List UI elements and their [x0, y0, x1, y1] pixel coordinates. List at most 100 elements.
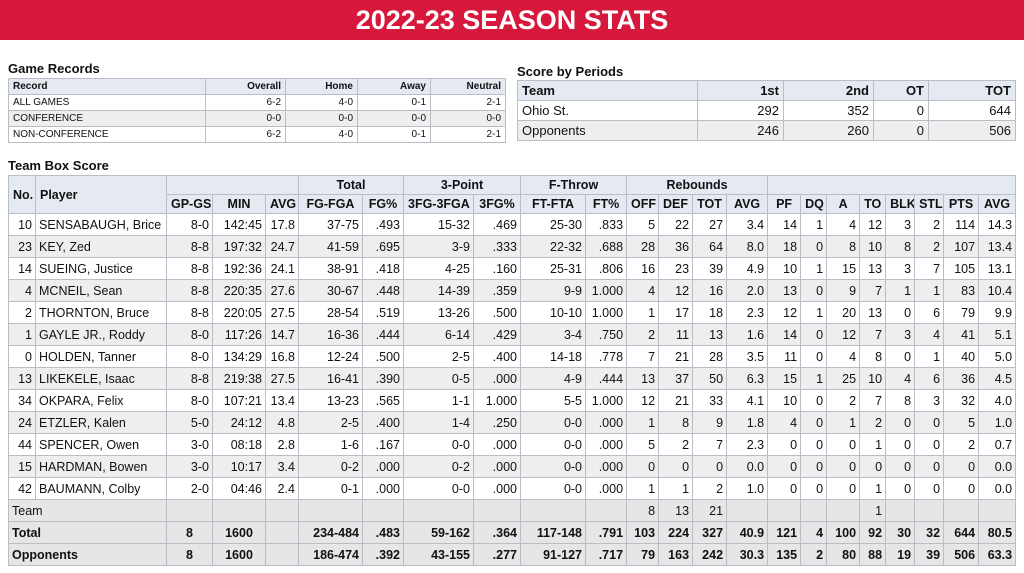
cell: 8 [859, 345, 887, 368]
column-header: Record [8, 78, 206, 95]
cell: 0 [800, 389, 828, 412]
cell: 4-0 [285, 126, 358, 143]
column-header: Player [35, 175, 167, 214]
cell: 8-8 [166, 279, 213, 302]
cell: .333 [472, 235, 522, 258]
cell: 0 [873, 100, 929, 121]
cell: 13.4 [265, 389, 299, 412]
column-header: FT-FTA [520, 194, 587, 214]
cell: 134:29 [212, 345, 266, 368]
cell: 0.0 [726, 455, 769, 478]
cell: 1.000 [585, 301, 628, 324]
cell: 117-148 [520, 521, 587, 544]
cell: 0 [826, 455, 861, 478]
cell: 219:38 [212, 367, 266, 390]
cell: 4.1 [726, 389, 769, 412]
cell: .160 [472, 257, 522, 280]
cell: 16 [692, 279, 728, 302]
cell: 0 [885, 455, 916, 478]
cell: 644 [928, 100, 1016, 121]
cell: 11 [658, 323, 694, 346]
cell: 0-0 [205, 110, 286, 127]
cell: 10 [859, 235, 887, 258]
cell: 1.000 [472, 389, 522, 412]
cell: 292 [697, 100, 784, 121]
cell: 0 [800, 235, 828, 258]
cell: 63.3 [978, 543, 1017, 566]
empty-cell [265, 543, 299, 566]
cell: ALL GAMES [8, 94, 206, 111]
cell: 9 [826, 279, 861, 302]
cell: 4 [626, 279, 660, 302]
cell: 32 [914, 521, 945, 544]
cell: 7 [692, 433, 728, 456]
cell: 13 [8, 367, 36, 390]
cell: 14 [767, 323, 802, 346]
cell: 1.8 [726, 411, 769, 434]
cell: 10-10 [520, 301, 587, 324]
cell: 12 [859, 213, 887, 236]
cell: 197:32 [212, 235, 266, 258]
cell: .493 [362, 213, 404, 236]
player-row: 13 LIKEKELE, Isaac 8-8 219:38 27.5 16-41.390 0… [8, 367, 1017, 390]
cell: 107 [943, 235, 980, 258]
cell: 44 [8, 433, 36, 456]
cell: 0 [873, 120, 929, 141]
cell: 27.5 [265, 367, 299, 390]
column-header: TOT [692, 194, 728, 214]
cell: 3 [885, 323, 916, 346]
cell: 25-30 [520, 213, 587, 236]
cell: .483 [362, 521, 404, 544]
cell: 25-31 [520, 257, 587, 280]
group-header-blank [166, 175, 299, 195]
cell: 3.4 [265, 455, 299, 478]
cell: 40.9 [726, 521, 769, 544]
cell: 0-0 [357, 110, 431, 127]
cell: 9-9 [520, 279, 587, 302]
cell: 4 [800, 521, 828, 544]
cell: 14-18 [520, 345, 587, 368]
cell: 3 [885, 213, 916, 236]
empty-cell [362, 499, 404, 522]
summary-row: Opponents 8 1600 186-474.392 43-155.277 91-12… [8, 543, 1017, 566]
cell: 1.0 [726, 477, 769, 500]
row-label: Opponents [8, 543, 167, 566]
cell: 43-155 [403, 543, 474, 566]
group-header: F-Throw [520, 175, 628, 195]
cell: 16-36 [298, 323, 363, 346]
player-name: BAUMANN, Colby [35, 477, 167, 500]
cell: 3-4 [520, 323, 587, 346]
cell: .400 [362, 411, 404, 434]
cell: .000 [585, 477, 628, 500]
cell: 3 [914, 389, 945, 412]
column-header: GP-GS [166, 194, 213, 214]
group-header-row: No. Player Total 3-Point F-Throw Rebounds [8, 175, 1017, 214]
cell: Ohio St. [517, 100, 698, 121]
cell: 14-39 [403, 279, 474, 302]
column-header: Team [517, 80, 698, 101]
column-header: 3FG% [472, 194, 522, 214]
cell: 0 [885, 301, 916, 324]
cell: .418 [362, 257, 404, 280]
cell: 1 [826, 411, 861, 434]
cell: 19 [885, 543, 916, 566]
score-by-periods-table: Team 1st 2nd OT TOT Ohio St. 292 352 0 644 Opponen… [517, 80, 1016, 141]
cell: 0-0 [403, 433, 474, 456]
cell: .000 [472, 367, 522, 390]
cell: 20 [826, 301, 861, 324]
cell: 2-0 [166, 477, 213, 500]
empty-cell [826, 499, 861, 522]
cell: 1 [885, 279, 916, 302]
cell: 7 [914, 257, 945, 280]
column-header: Away [357, 78, 431, 95]
cell: 0-1 [357, 94, 431, 111]
cell: 1 [859, 477, 887, 500]
cell: 114 [943, 213, 980, 236]
cell: 33 [692, 389, 728, 412]
cell: 0 [658, 455, 694, 478]
cell: 24.7 [265, 235, 299, 258]
cell: 5-5 [520, 389, 587, 412]
cell: 0 [692, 455, 728, 478]
summary-row: Team 8 13 21 1 [8, 499, 1017, 522]
cell: 88 [859, 543, 887, 566]
